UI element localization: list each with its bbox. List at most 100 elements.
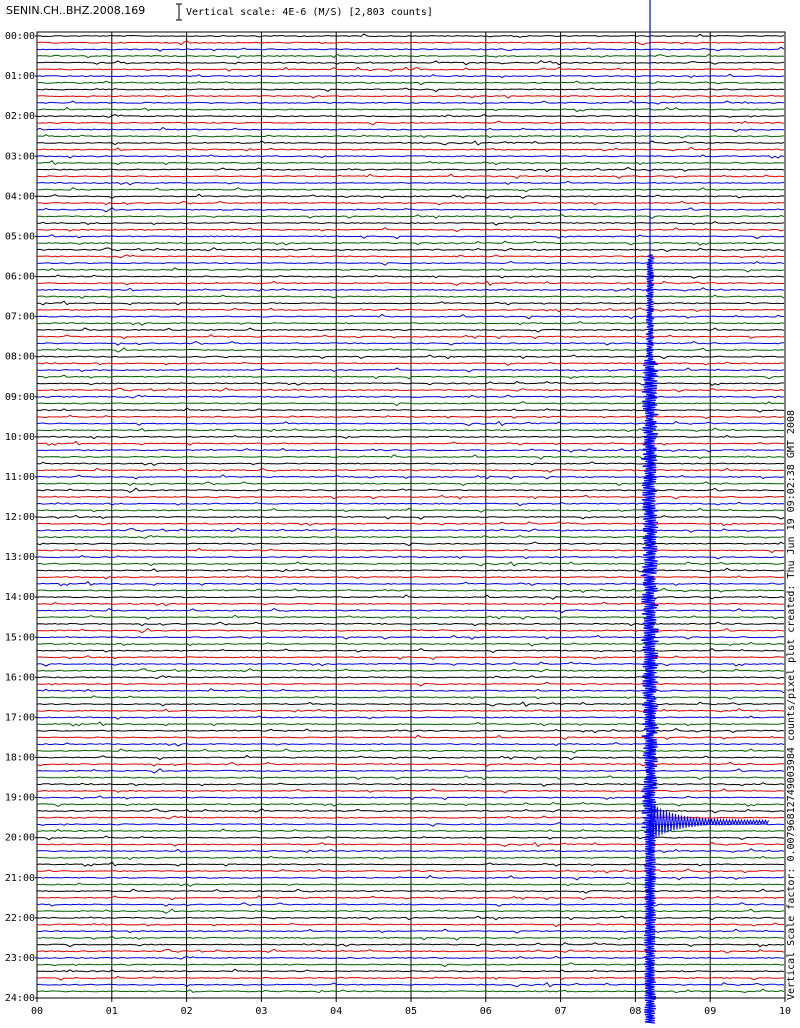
trace (36, 688, 785, 694)
trace (36, 768, 785, 774)
event-trace (639, 254, 659, 1024)
trace (36, 221, 785, 226)
minute-label: 07 (555, 1006, 567, 1017)
trace (36, 267, 785, 273)
trace (36, 240, 784, 246)
trace (36, 333, 785, 340)
trace (36, 942, 785, 948)
hour-label: 02:00 (5, 111, 35, 122)
trace (36, 33, 785, 38)
trace (36, 748, 785, 754)
trace (37, 300, 785, 306)
trace (36, 206, 785, 213)
trace (36, 361, 785, 367)
hour-label: 10:00 (5, 432, 35, 443)
trace (36, 808, 785, 814)
trace (36, 481, 784, 486)
trace (36, 655, 785, 661)
trace (36, 868, 785, 874)
trace (36, 494, 785, 500)
trace (36, 775, 785, 781)
hour-label: 18:00 (5, 753, 35, 764)
trace (36, 627, 785, 634)
trace (36, 387, 785, 393)
trace (36, 380, 785, 387)
trace (36, 227, 785, 233)
traces (36, 0, 785, 1024)
trace (36, 180, 785, 186)
trace (36, 401, 785, 407)
trace (36, 454, 785, 460)
trace (36, 761, 785, 767)
hour-label: 20:00 (5, 833, 35, 844)
trace (36, 420, 785, 427)
minute-label: 04 (330, 1006, 342, 1017)
trace (36, 234, 785, 240)
trace (36, 73, 785, 79)
trace (37, 100, 785, 105)
minute-label: 08 (629, 1006, 641, 1017)
trace (36, 120, 785, 126)
minute-label: 03 (255, 1006, 267, 1017)
trace (36, 882, 785, 887)
trace (37, 193, 785, 199)
trace (36, 575, 784, 580)
trace (36, 647, 784, 654)
trace (36, 501, 785, 507)
hour-label: 13:00 (5, 552, 35, 563)
trace (36, 908, 785, 914)
trace (36, 40, 785, 46)
trace (36, 154, 785, 159)
hour-label: 17:00 (5, 712, 35, 723)
trace (36, 140, 785, 146)
trace (36, 928, 785, 934)
trace (36, 53, 785, 59)
trace (36, 902, 784, 907)
trace (36, 788, 785, 794)
trace (36, 982, 785, 988)
trace (36, 166, 785, 173)
trace (36, 214, 785, 219)
trace (36, 327, 785, 333)
trace (36, 521, 785, 527)
trace (36, 541, 785, 547)
trace (36, 675, 784, 680)
trace (36, 467, 785, 473)
trace (36, 367, 785, 373)
trace (37, 187, 785, 193)
trace (36, 948, 785, 954)
trace (36, 955, 785, 960)
trace (36, 527, 784, 533)
trace (37, 975, 785, 981)
grid (35, 31, 786, 1002)
trace (36, 815, 785, 820)
trace (36, 341, 785, 346)
trace (36, 280, 784, 286)
trace (36, 581, 785, 587)
trace (36, 313, 784, 320)
trace (36, 621, 785, 627)
trace (37, 567, 785, 573)
trace (36, 434, 785, 440)
trace (36, 795, 785, 801)
hour-label: 04:00 (5, 191, 35, 202)
hour-label: 19:00 (5, 793, 35, 804)
trace (36, 66, 785, 72)
trace (36, 114, 785, 118)
hour-label: 14:00 (5, 592, 35, 603)
trace (36, 801, 785, 807)
hour-label: 09:00 (5, 392, 35, 403)
trace (36, 635, 784, 640)
trace (36, 601, 785, 607)
hour-label: 05:00 (5, 231, 35, 242)
hour-label: 15:00 (5, 632, 35, 643)
hour-label: 11:00 (5, 472, 35, 483)
hour-label: 12:00 (5, 512, 35, 523)
trace (37, 728, 785, 734)
trace (36, 841, 785, 848)
trace (36, 915, 785, 921)
trace (36, 968, 785, 973)
hour-label: 16:00 (5, 672, 35, 683)
trace (36, 962, 785, 968)
